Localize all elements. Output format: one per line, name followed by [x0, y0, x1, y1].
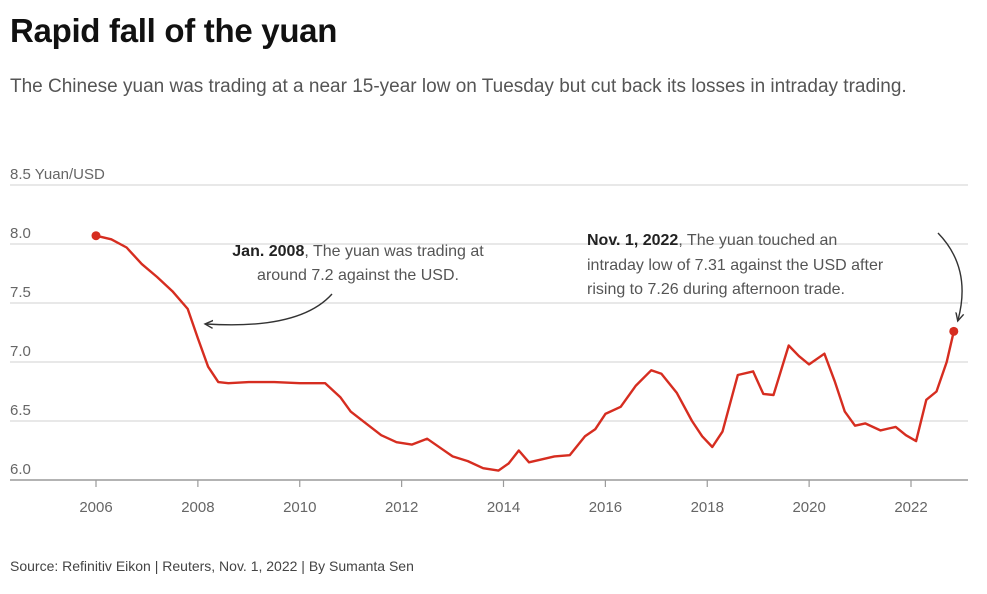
annotation-nov-2022-line3: rising to 7.26 during afternoon trade. — [587, 281, 845, 298]
x-tick-label: 2016 — [589, 499, 622, 516]
x-tick-label: 2008 — [181, 499, 214, 516]
series-line-yuan-usd — [95, 234, 955, 472]
x-tick-label: 2022 — [894, 499, 927, 516]
y-tick-label: 8.0 — [10, 225, 31, 242]
annotation-nov-2022-line1: Nov. 1, 2022, The yuan touched an — [587, 232, 837, 249]
x-tick-label: 2018 — [691, 499, 724, 516]
chart-subtitle: The Chinese yuan was trading at a near 1… — [10, 76, 907, 97]
x-tick-label: 2012 — [385, 499, 418, 516]
x-tick-label: 2010 — [283, 499, 316, 516]
end-point-marker — [949, 326, 959, 336]
start-point-marker — [91, 231, 101, 241]
chart-title: Rapid fall of the yuan — [10, 12, 338, 49]
line-chart: 6.0 6.5 7.0 7.5 8.0 8.5 Yuan/USD 2006 2008 2010 2… — [10, 166, 968, 516]
x-tick-label: 2014 — [487, 499, 520, 516]
y-tick-label: 7.0 — [10, 343, 31, 360]
annotation-jan-2008-arrow — [206, 293, 333, 325]
grid-lines — [10, 184, 968, 481]
y-tick-label: 7.5 — [10, 284, 31, 301]
source-note: Source: Refinitiv Eikon | Reuters, Nov. … — [10, 558, 414, 574]
x-tick-label: 2020 — [792, 499, 825, 516]
x-tick-label: 2006 — [79, 499, 112, 516]
y-tick-label-with-unit: 8.5 Yuan/USD — [10, 166, 105, 183]
annotation-nov-2022-line2: intraday low of 7.31 against the USD aft… — [587, 257, 884, 274]
annotation-jan-2008-line1: Jan. 2008, The yuan was trading at — [232, 243, 484, 260]
y-tick-label: 6.5 — [10, 402, 31, 419]
annotation-nov-2022-arrow — [937, 232, 962, 320]
annotation-jan-2008-line2: around 7.2 against the USD. — [257, 267, 459, 284]
axis-ticks: 6.0 6.5 7.0 7.5 8.0 8.5 Yuan/USD 2006 2008 2010 2… — [10, 166, 928, 516]
y-tick-label: 6.0 — [10, 461, 31, 478]
